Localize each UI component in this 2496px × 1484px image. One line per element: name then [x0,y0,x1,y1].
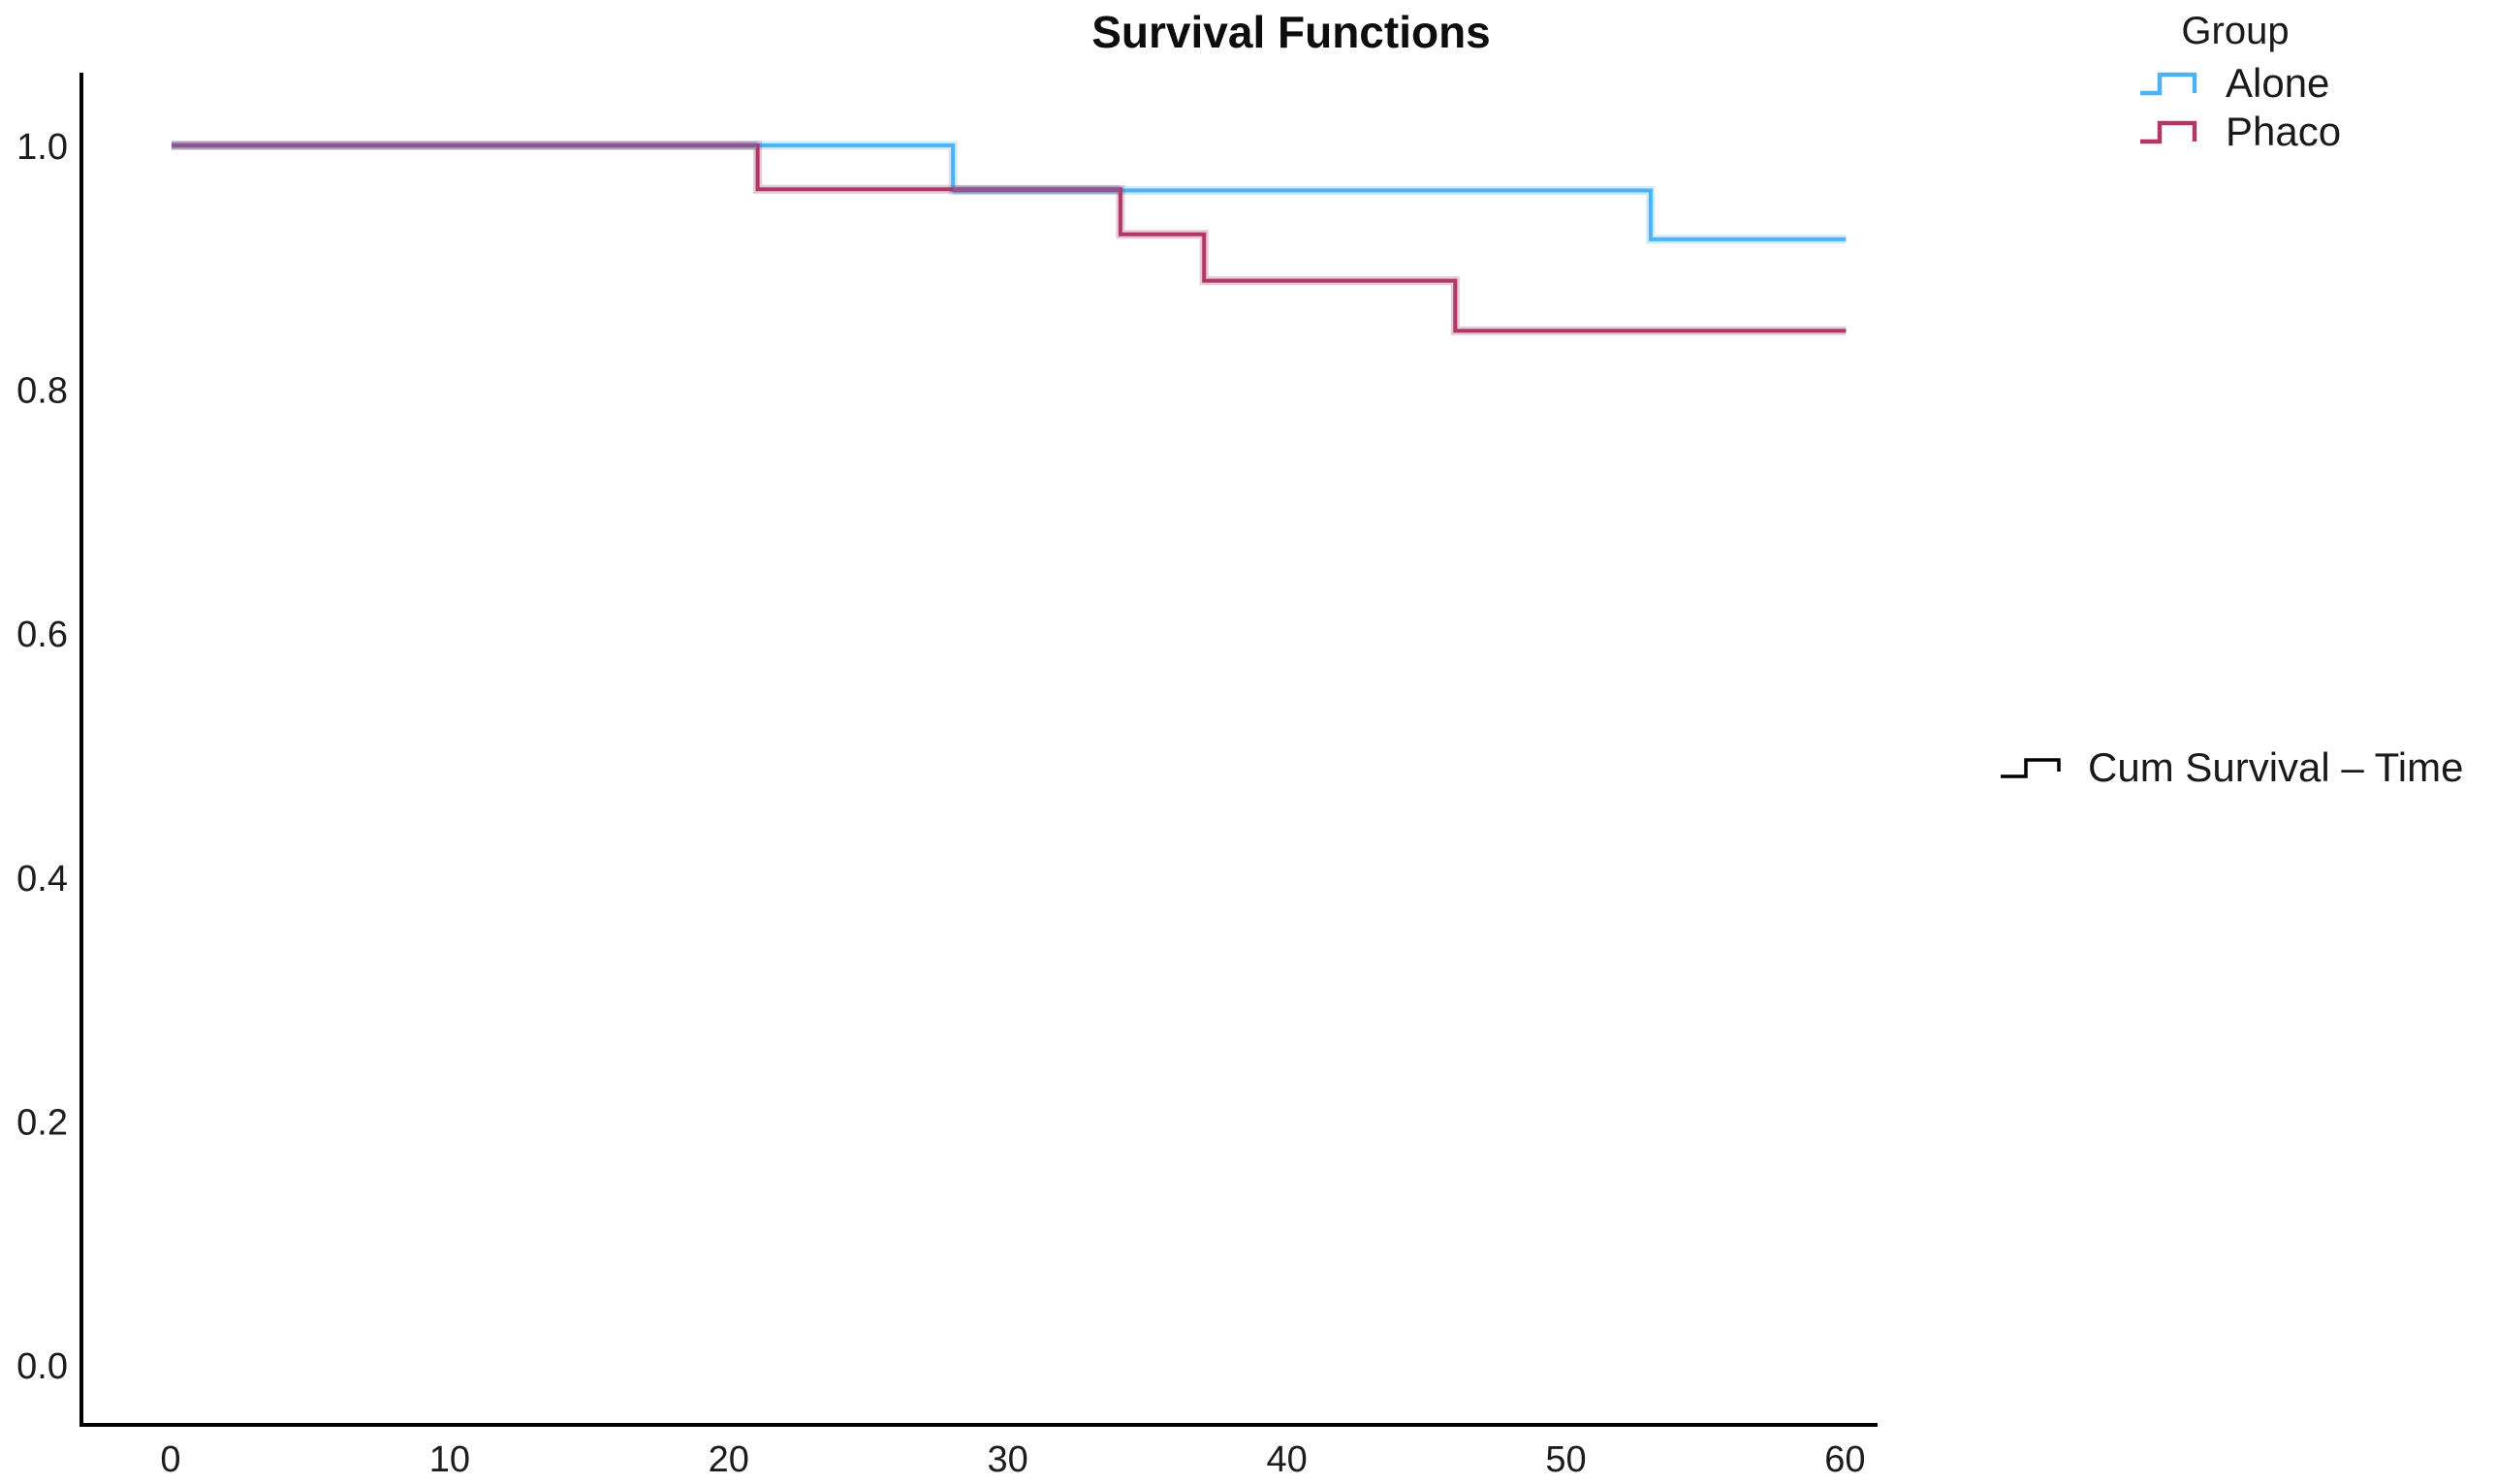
legend-label-phaco: Phaco [2226,109,2342,154]
x-tick-label: 30 [988,1439,1028,1480]
y-tick-label: 0.8 [16,371,68,412]
y-tick-label: 0.2 [16,1102,68,1143]
legend-item-alone: Alone [2129,59,2419,108]
legend: Group Alone Phaco [2129,10,2419,156]
annotation-cum-survival: Cum Survival – Time [1999,741,2463,795]
legend-label-alone: Alone [2226,60,2330,106]
chart-title: Survival Functions [1091,7,1491,57]
phaco-step-line-icon [2140,120,2197,144]
y-tick-label: 0.0 [16,1346,68,1387]
alone-step-line-icon [2140,72,2197,96]
y-tick-label: 1.0 [16,127,68,168]
y-tick-label: 0.4 [16,859,68,900]
phaco-series-line [172,143,1847,333]
y-tick-label: 0.6 [16,615,68,655]
x-tick-label: 60 [1824,1439,1865,1480]
annotation-label: Cum Survival – Time [2088,744,2464,790]
x-tick-label: 40 [1266,1439,1307,1480]
x-tick-label: 50 [1545,1439,1586,1480]
x-tick-label: 0 [160,1439,180,1480]
x-tick-label: 20 [709,1439,749,1480]
black-step-line-icon [2001,758,2061,778]
legend-title: Group [2181,10,2290,52]
legend-item-phaco: Phaco [2129,108,2419,156]
x-tick-label: 10 [429,1439,470,1480]
phaco-series-halo [172,141,1847,335]
alone-series-line [172,143,1847,241]
